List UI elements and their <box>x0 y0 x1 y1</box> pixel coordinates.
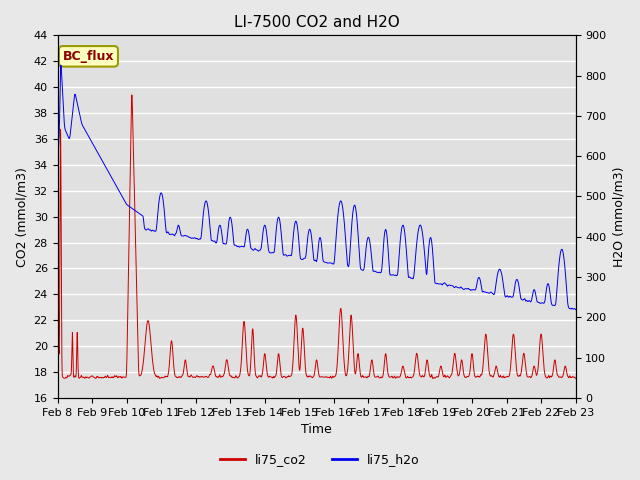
Text: BC_flux: BC_flux <box>63 50 114 63</box>
Legend: li75_co2, li75_h2o: li75_co2, li75_h2o <box>215 448 425 471</box>
X-axis label: Time: Time <box>301 423 332 436</box>
Y-axis label: CO2 (mmol/m3): CO2 (mmol/m3) <box>15 167 28 266</box>
Y-axis label: H2O (mmol/m3): H2O (mmol/m3) <box>612 167 625 267</box>
Title: LI-7500 CO2 and H2O: LI-7500 CO2 and H2O <box>234 15 399 30</box>
